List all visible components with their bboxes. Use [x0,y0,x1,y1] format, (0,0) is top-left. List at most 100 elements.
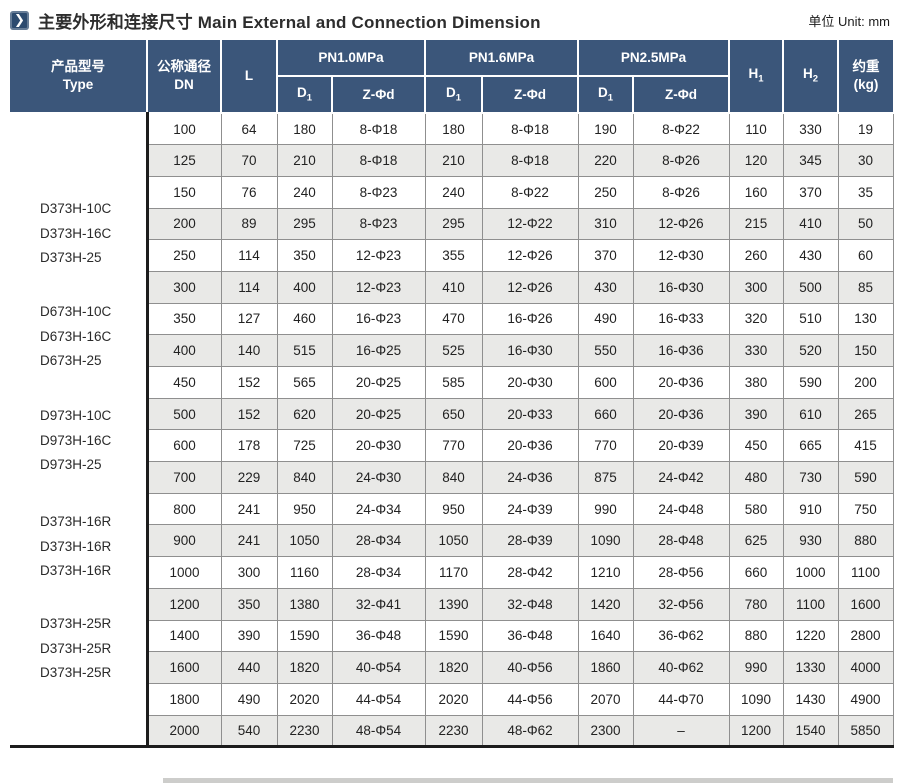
data-cell: 1170 [424,556,483,589]
table-row: 500 152 620 20-Φ25 650 20-Φ33 660 20-Φ36 390 610 2… [10,397,894,431]
data-cell: 16-Φ26 [481,302,579,336]
data-cell: 8-Φ22 [481,175,579,209]
data-cell: 990 [728,651,784,684]
data-cell: 110 [728,112,784,146]
data-cell: 16-Φ36 [632,334,730,367]
type-label: D673H-16C [40,328,112,344]
data-cell: 660 [577,397,634,431]
data-cell: 35 [837,175,894,209]
data-cell: 36-Φ48 [481,619,579,653]
type-group: D973H-10C D973H-16C D973H-25 [40,404,111,478]
data-cell: 16-Φ23 [331,302,426,336]
data-cell: 300 [728,270,784,304]
data-cell: 60 [837,239,894,272]
type-label: D373H-16R [40,563,112,578]
data-cell: 89 [220,207,278,241]
data-cell: 330 [728,334,784,367]
type-label: D673H-10C [40,304,112,319]
data-cell: 200 [146,207,222,241]
data-cell: 19 [837,112,894,146]
data-cell: 12-Φ23 [331,270,426,304]
data-cell: 1050 [276,524,333,558]
table-row: 700 229 840 24-Φ30 840 24-Φ36 875 24-Φ42 480 730 5… [10,461,894,494]
data-cell: 520 [782,334,839,367]
data-cell: 950 [424,492,483,526]
header-l: L [220,40,278,114]
table-row: 1800 490 2020 44-Φ54 2020 44-Φ56 2070 44-Φ70 109… [10,682,894,716]
data-cell: 300 [220,556,278,589]
data-cell: 565 [276,366,333,399]
data-cell: 730 [782,461,839,494]
data-cell: 1160 [276,556,333,589]
data-cell: 8-Φ18 [331,144,426,177]
data-cell: 8-Φ18 [331,112,426,146]
data-cell: 85 [837,270,894,304]
table-row: 400 140 515 16-Φ25 525 16-Φ30 550 16-Φ36 330 520 1… [10,334,894,367]
data-cell: 220 [577,144,634,177]
header-pn16: PN1.6MPa [424,40,579,77]
header-weight: 约重 (kg) [837,40,893,114]
type-label: D373H-16C [40,225,112,241]
data-cell: 580 [728,492,784,526]
data-cell: 490 [577,302,634,336]
data-cell: 28-Φ34 [331,524,426,558]
data-cell: 44-Φ70 [632,682,730,716]
data-cell: 152 [220,397,278,431]
data-cell: 2230 [424,714,483,748]
header-pn10: PN1.0MPa [276,40,426,77]
page-title-en: Main External and Connection Dimension [197,12,541,32]
data-cell: 20-Φ36 [632,397,730,431]
data-cell: 300 [146,270,222,304]
data-cell: 1420 [577,587,634,621]
data-cell: 40-Φ54 [331,651,426,684]
header-pn25: PN2.5MPa [577,40,730,77]
data-cell: 32-Φ41 [331,587,426,621]
data-cell: 24-Φ39 [481,492,579,526]
data-cell: 12-Φ26 [481,239,579,272]
page-title: 主要外形和连接尺寸 Main External and Connection D… [38,8,541,33]
data-cell: 1540 [782,714,839,748]
data-cell: 1100 [782,587,839,621]
data-cell: 770 [424,429,483,463]
data-cell: 1050 [424,524,483,558]
header-dn-zh: 公称通径 [157,59,211,75]
data-cell: 800 [146,492,222,526]
data-cell: 160 [728,175,784,209]
data-cell: 515 [276,334,333,367]
data-cell: 1220 [782,619,839,653]
data-cell: 24-Φ30 [331,461,426,494]
data-cell: 1000 [782,556,839,589]
data-cell: 2020 [424,682,483,716]
data-cell: 1090 [728,682,784,716]
data-cell: 265 [837,397,894,431]
header-pn16-z: Z-Φd [481,75,579,114]
data-cell: 660 [728,556,784,589]
data-cell: 400 [276,270,333,304]
data-cell: 1590 [424,619,483,653]
title-bar: ❯ 主要外形和连接尺寸 Main External and Connection… [0,0,900,32]
data-cell: 44-Φ54 [331,682,426,716]
data-cell: 2800 [837,619,894,653]
unit-label: 单位 Unit: mm [808,13,890,29]
data-cell: 8-Φ23 [331,207,426,241]
type-label: D373H-25 [40,250,102,265]
data-cell: 700 [146,461,222,494]
data-cell: 430 [577,270,634,304]
type-label: D373H-25R [40,640,112,656]
type-label: D373H-16R [40,538,112,554]
data-cell: 1100 [837,556,894,589]
data-cell: 12-Φ23 [331,239,426,272]
data-cell: 16-Φ33 [632,302,730,336]
data-cell: 241 [220,524,278,558]
data-cell: 1400 [146,619,222,653]
data-cell: 180 [424,112,483,146]
type-label: D373H-10C [40,201,112,216]
data-cell: 525 [424,334,483,367]
data-cell: 590 [782,366,839,399]
data-cell: 125 [146,144,222,177]
data-cell: 320 [728,302,784,336]
data-cell: 400 [146,334,222,367]
data-cell: 215 [728,207,784,241]
type-column-cell: D373H-10C D373H-16C D373H-25 D673H-10C D673H… [10,113,149,747]
data-cell: 430 [782,239,839,272]
